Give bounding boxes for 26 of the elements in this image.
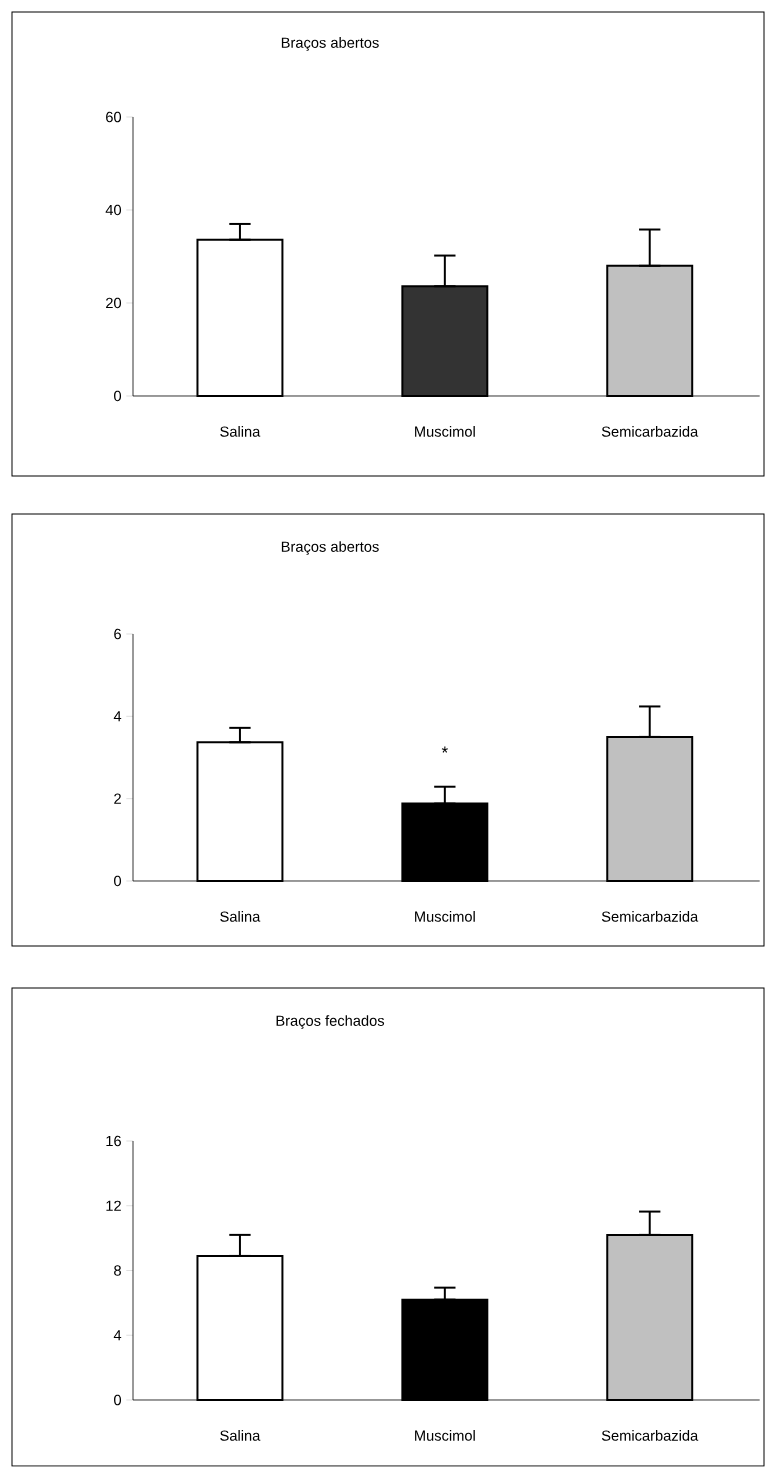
y-tick-label: 0 — [114, 390, 122, 402]
x-tick-label: Muscimol — [415, 1430, 475, 1441]
y-tick-label: 12 — [106, 1200, 121, 1211]
x-tick-label: Semicarbazida — [601, 1430, 699, 1441]
x-tick-label: Salina — [220, 426, 261, 437]
chart-title: Braços abertos — [281, 541, 379, 555]
y-tick-label: 40 — [105, 204, 122, 216]
y-tick-label: 0 — [114, 875, 122, 887]
x-tick-label: Semicarbazida — [601, 911, 699, 922]
x-tick-label: Muscimol — [415, 426, 475, 437]
x-tick-label: Salina — [220, 1430, 261, 1441]
y-tick-label: 16 — [106, 1135, 121, 1147]
y-tick-label: 2 — [114, 793, 121, 804]
chart-title: Braços fechados — [276, 1015, 385, 1029]
annotation: * — [441, 746, 448, 753]
y-tick-label: 4 — [113, 711, 122, 722]
y-tick-label: 8 — [114, 1265, 121, 1276]
x-tick-label: Semicarbazida — [601, 426, 699, 437]
x-tick-label: Muscimol — [415, 911, 475, 922]
chart-title: Braços abertos — [281, 37, 379, 51]
y-tick-label: 0 — [114, 1394, 122, 1406]
y-tick-label: 6 — [114, 628, 121, 640]
y-tick-label: 4 — [113, 1330, 122, 1341]
y-tick-label: 20 — [106, 297, 122, 309]
y-tick-label: 60 — [106, 111, 122, 123]
x-tick-label: Salina — [220, 911, 261, 922]
